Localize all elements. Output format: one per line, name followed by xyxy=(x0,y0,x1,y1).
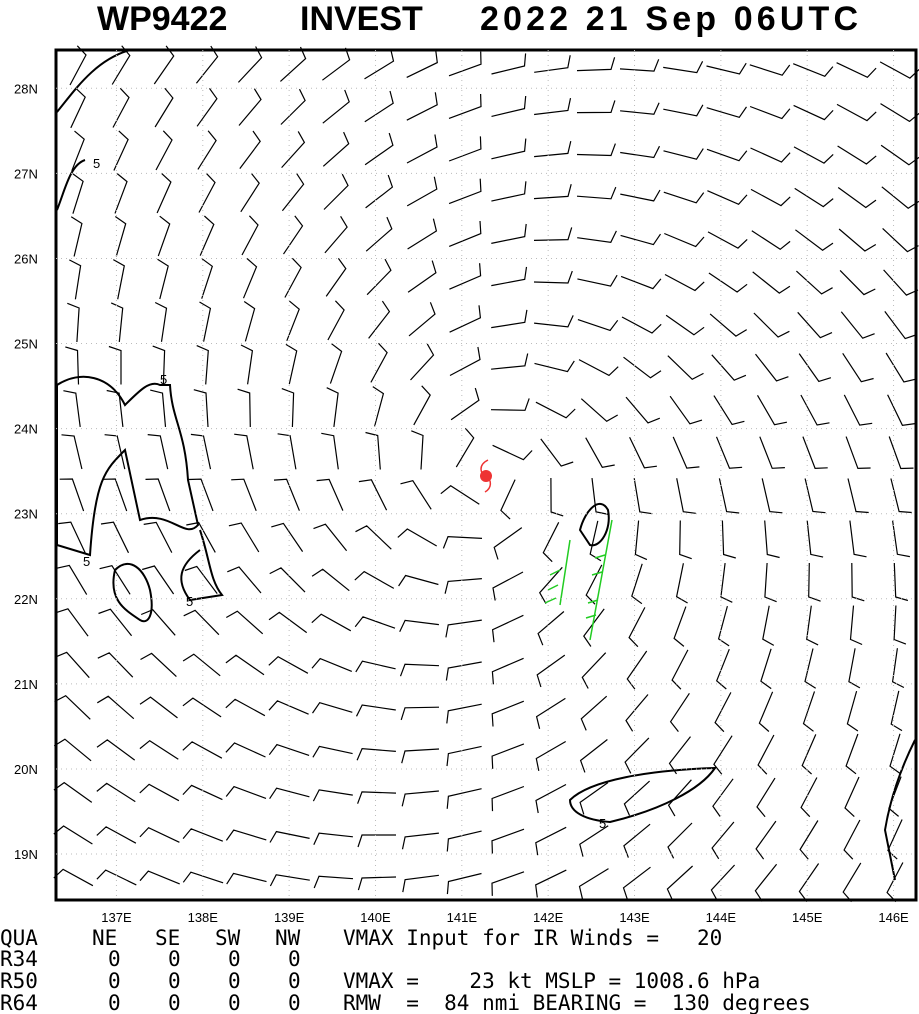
y-tick-label: 23N xyxy=(14,507,38,522)
table-cell: 0 xyxy=(288,969,301,993)
table-header: QUA xyxy=(0,926,38,950)
table-header: NW xyxy=(275,926,301,950)
contour-label: 5 xyxy=(186,594,193,609)
x-tick-label: 146E xyxy=(878,910,909,925)
table-header: NE xyxy=(92,926,117,950)
x-tick-label: 138E xyxy=(188,910,219,925)
y-tick-label: 26N xyxy=(14,251,38,266)
table-cell: 0 xyxy=(168,969,181,993)
table-header: SE xyxy=(155,926,180,950)
table-cell: 0 xyxy=(228,991,241,1014)
r34-barbs xyxy=(544,519,613,641)
table-note: RMW = 84 nmi BEARING = 130 degrees xyxy=(343,991,811,1014)
table-cell: 0 xyxy=(228,969,241,993)
table-cell: 0 xyxy=(228,947,241,971)
contour-label: 5 xyxy=(83,554,90,569)
contours xyxy=(56,49,916,881)
contour-label: 5 xyxy=(160,372,167,387)
storm-id: WP9422 xyxy=(97,0,227,38)
barb-field xyxy=(53,45,919,903)
storm-name: INVEST xyxy=(300,0,423,38)
wind-barbs xyxy=(53,45,919,903)
y-tick-label: 28N xyxy=(14,81,38,96)
x-tick-label: 137E xyxy=(101,910,132,925)
x-tick-label: 143E xyxy=(619,910,650,925)
table-note: VMAX Input for IR Winds = 20 xyxy=(343,926,722,950)
table-header: SW xyxy=(215,926,241,950)
y-tick-label: 20N xyxy=(14,762,38,777)
contour-label: 5 xyxy=(599,816,606,831)
y-tick-label: 27N xyxy=(14,166,38,181)
y-tick-label: 25N xyxy=(14,337,38,352)
table-cell: 0 xyxy=(108,991,121,1014)
x-tick-label: 144E xyxy=(706,910,737,925)
contour-label: 5 xyxy=(93,156,100,171)
y-tick-label: 19N xyxy=(14,847,38,862)
y-tick-label: 24N xyxy=(14,422,38,437)
y-tick-label: 22N xyxy=(14,592,38,607)
datetime: 2022 21 Sep 06UTC xyxy=(480,0,858,38)
table-cell: 0 xyxy=(168,991,181,1014)
table-cell: 0 xyxy=(288,947,301,971)
table-cell: R50 xyxy=(0,969,38,993)
table-cell: 0 xyxy=(108,969,121,993)
table-cell: 0 xyxy=(108,947,121,971)
x-tick-label: 140E xyxy=(360,910,391,925)
x-tick-label: 139E xyxy=(274,910,305,925)
x-tick-label: 145E xyxy=(792,910,823,925)
table-cell: 0 xyxy=(288,991,301,1014)
table-cell: 0 xyxy=(168,947,181,971)
table-cell: R34 xyxy=(0,947,38,971)
y-tick-label: 21N xyxy=(14,677,38,692)
storm-symbol xyxy=(480,459,492,493)
x-tick-label: 141E xyxy=(447,910,478,925)
map-frame xyxy=(54,48,918,902)
table-note: VMAX = 23 kt MSLP = 1008.6 hPa xyxy=(343,969,760,993)
x-tick-label: 142E xyxy=(533,910,564,925)
table-cell: R64 xyxy=(0,991,38,1014)
